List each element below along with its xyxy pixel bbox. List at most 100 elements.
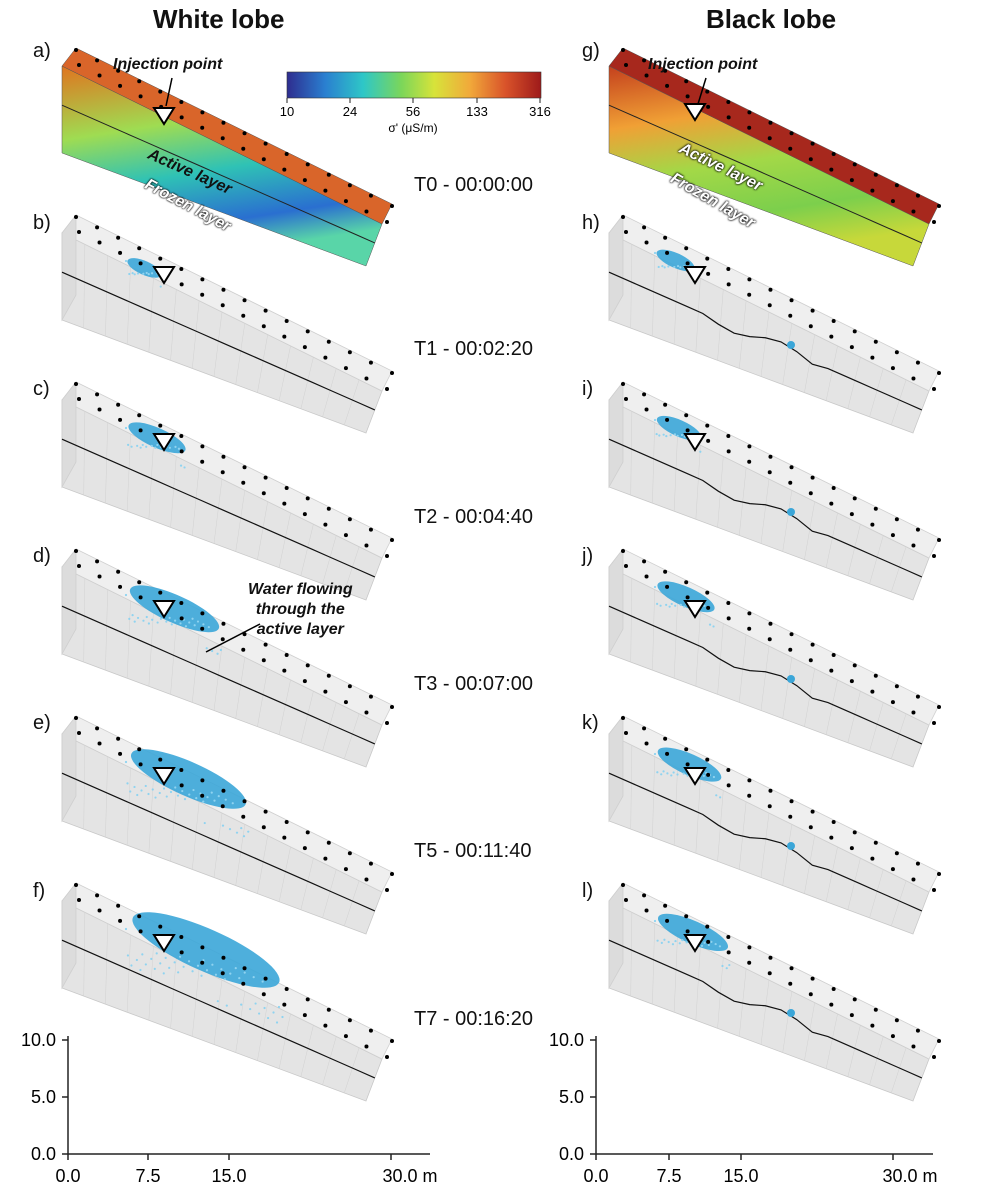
panel-label-b: b) (33, 212, 51, 234)
panel-l-electrodes (621, 883, 941, 1059)
electrode (282, 167, 287, 172)
colorbar-tick-316: 316 (529, 104, 551, 119)
electrode (302, 345, 307, 350)
electrode (747, 292, 752, 297)
panel-g-resistivity-model (608, 47, 941, 267)
electrode (200, 444, 205, 449)
colorbar-tick-24: 24 (343, 104, 357, 119)
panel-c-interface-line (61, 438, 376, 578)
electrode (221, 621, 226, 626)
x-tick-7-5-black: 7.5 (656, 1166, 681, 1186)
electrode (368, 861, 373, 866)
electrode (810, 976, 815, 981)
electrode (685, 94, 690, 99)
electrode (767, 136, 772, 141)
electrode (323, 355, 328, 360)
electrode (263, 141, 268, 146)
panel-l-injection-marker (683, 934, 707, 953)
electrode (138, 94, 143, 99)
panel-d-electrodes (74, 549, 394, 725)
electrode (789, 799, 794, 804)
electrode (385, 1055, 389, 1059)
electrode (323, 522, 328, 527)
panel-k-electrodes (621, 716, 941, 892)
panel-b-infiltration (61, 213, 394, 434)
electrode (158, 924, 163, 929)
electrode (347, 517, 352, 522)
electrode (644, 73, 649, 78)
electrode (97, 741, 102, 746)
electrode (624, 230, 628, 234)
electrode (789, 465, 794, 470)
electrode (890, 533, 895, 538)
electrode (767, 804, 772, 809)
panel-b-interface-line (61, 271, 376, 411)
electrode (95, 225, 100, 230)
electrode (870, 188, 875, 193)
electrode (706, 939, 711, 944)
electrode (74, 549, 78, 553)
panel-h-electrodes (621, 215, 941, 391)
electrode (74, 883, 78, 887)
electrode (282, 668, 287, 673)
electrode (684, 580, 689, 585)
panel-e-water-plume (124, 749, 250, 838)
electrode (767, 470, 772, 475)
electrode (726, 434, 731, 438)
electrode (284, 486, 289, 490)
electrode (890, 700, 895, 705)
electrode (282, 835, 287, 840)
electrode (894, 1018, 899, 1023)
panel-e-injection-marker (152, 767, 176, 786)
electrode (810, 642, 815, 647)
electrode (810, 308, 815, 313)
injection-leader-white (165, 77, 173, 107)
panel-j-interface-line (608, 605, 923, 745)
electrode (263, 809, 268, 814)
injection-leader-black (697, 77, 707, 105)
electrode (242, 799, 247, 804)
electrode (747, 125, 752, 130)
electrode (726, 267, 731, 271)
electrode (347, 350, 352, 355)
electrode (282, 501, 287, 506)
electrode (642, 392, 647, 397)
electrode (684, 747, 689, 752)
panel-i-interface-line (608, 438, 923, 578)
electrode (642, 225, 647, 230)
electrode (116, 68, 121, 73)
electrode (788, 814, 793, 819)
electrode (663, 569, 668, 574)
electrode (74, 382, 78, 386)
electrode (263, 642, 268, 647)
electrode (179, 935, 184, 939)
electrode (621, 382, 625, 386)
electrode (116, 402, 121, 407)
electrode (747, 611, 752, 616)
electrode (684, 914, 689, 919)
panel-label-g: g) (582, 40, 600, 62)
electrode (726, 601, 731, 605)
electrode (642, 559, 647, 564)
electrode (179, 950, 184, 955)
panel-label-k: k) (582, 712, 599, 734)
electrode (890, 1034, 895, 1039)
electrode (137, 580, 142, 585)
colorbar-label: σ' (μS/m) (388, 121, 437, 135)
panel-h-infiltration (608, 213, 941, 434)
electrode (831, 152, 836, 156)
x-tick-7-5: 7.5 (135, 1166, 160, 1186)
electrode (726, 616, 731, 621)
electrode (747, 626, 752, 631)
electrode (200, 110, 205, 115)
x-tick-30-black: 30.0 m (882, 1166, 937, 1186)
electrode (932, 220, 936, 224)
electrode (937, 1039, 941, 1043)
electrode (241, 146, 246, 151)
electrode (263, 976, 268, 981)
electrode (343, 867, 348, 872)
panel-l-interface-line (608, 939, 923, 1079)
electrode (221, 120, 226, 125)
panel-i-water-patch (787, 508, 795, 516)
electrode (788, 981, 793, 986)
